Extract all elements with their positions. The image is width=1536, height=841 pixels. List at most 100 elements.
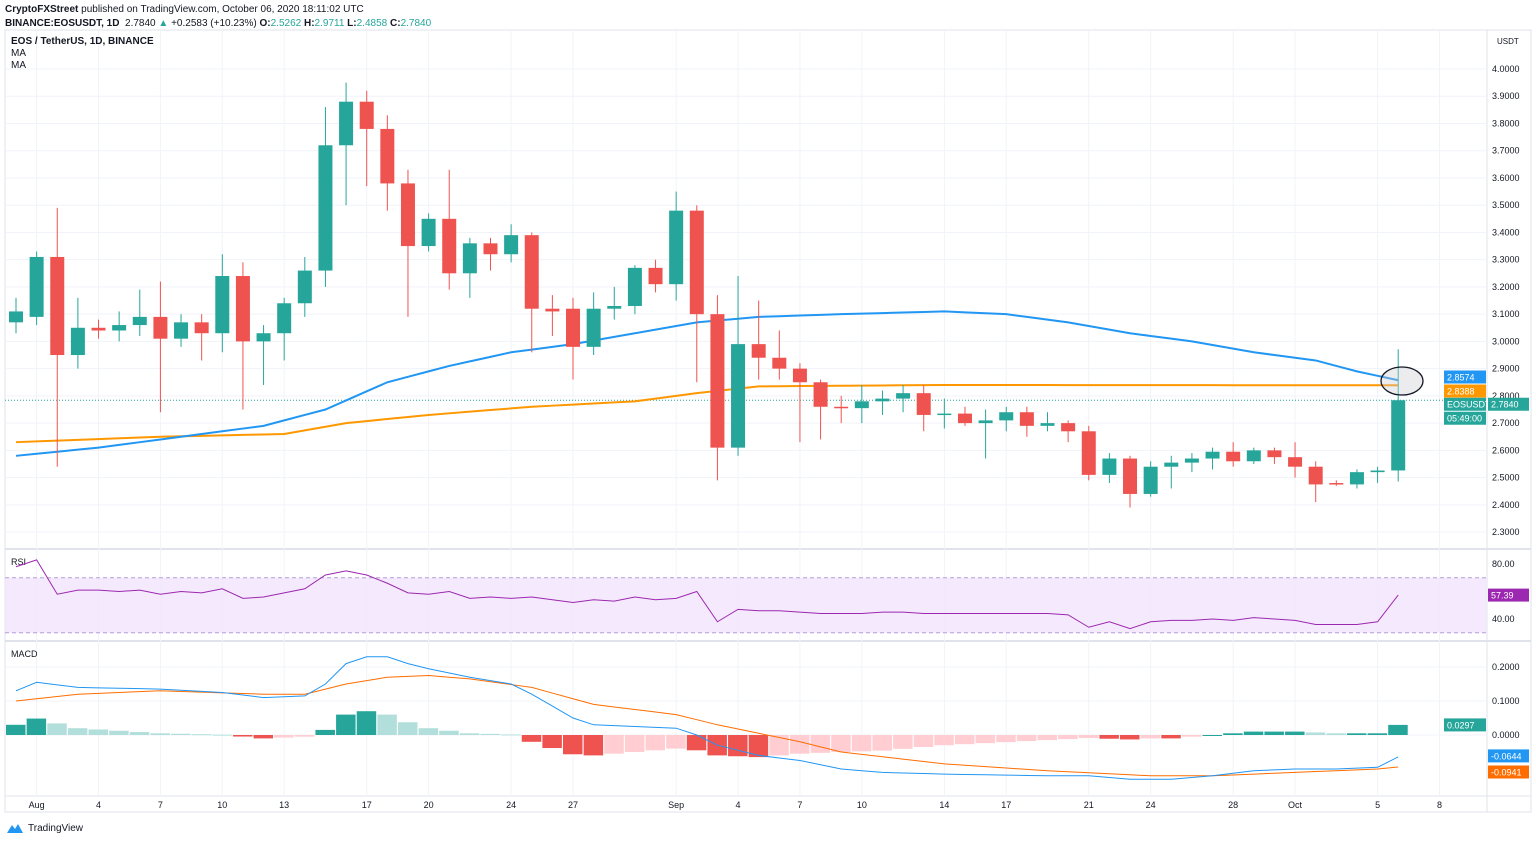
- candle: [896, 384, 911, 413]
- candle-body: [792, 368, 807, 383]
- countdown-label-text: 05:49:00: [1447, 414, 1482, 424]
- symbol-line: BINANCE:EOSUSDT, 1D: [5, 18, 120, 29]
- price-change: +0.2583 (+10.23%): [171, 18, 257, 29]
- candle-body: [937, 413, 952, 416]
- date-tick-label: 7: [158, 800, 163, 810]
- rsi-value-label-bg: [1488, 588, 1529, 602]
- price-tick-label: 2.3000: [1492, 527, 1520, 537]
- price-tick-label: 2.9000: [1492, 364, 1520, 374]
- candle-body: [112, 325, 127, 331]
- candle: [380, 115, 395, 211]
- candles: [9, 82, 1406, 508]
- legend-ma-slow[interactable]: MA: [11, 60, 26, 71]
- candle-body: [524, 235, 539, 309]
- candle-body: [1246, 450, 1261, 462]
- close-value: 2.7840: [400, 18, 432, 29]
- countdown-label-bg: [1444, 411, 1486, 425]
- macd-histogram-bar: [1161, 735, 1181, 739]
- price-tick-label: 3.7000: [1492, 146, 1520, 156]
- candle: [1246, 447, 1261, 464]
- candle-body: [586, 308, 601, 347]
- candle-body: [1040, 423, 1055, 426]
- published-text: published on TradingView.com, October 06…: [81, 4, 364, 15]
- candle: [504, 224, 519, 263]
- candle: [978, 409, 993, 459]
- publisher: CryptoFXStreet: [5, 4, 79, 15]
- macd-tick-label: 0.0000: [1492, 730, 1520, 740]
- candle: [215, 254, 230, 353]
- candle-body: [896, 393, 911, 399]
- date-tick-label: 27: [568, 800, 578, 810]
- date-tick-label: 8: [1437, 800, 1442, 810]
- candle: [916, 384, 931, 432]
- macd-histogram-label-bg: [1444, 718, 1486, 732]
- candle-body: [1226, 451, 1241, 462]
- candle-body: [9, 311, 23, 323]
- macd-signal-value-label: -0.0941: [1488, 765, 1529, 779]
- candle: [999, 406, 1014, 432]
- candle-body: [731, 344, 746, 448]
- candle-body: [442, 218, 457, 274]
- candle-body: [854, 401, 869, 409]
- macd-histogram-bar: [294, 735, 315, 737]
- candle-body: [1019, 412, 1034, 426]
- macd-histogram-bar: [315, 729, 335, 735]
- macd-histogram-bar: [1223, 733, 1243, 735]
- candle-body: [1391, 400, 1406, 471]
- tradingview-logo[interactable]: TradingView: [6, 822, 83, 834]
- candle-body: [400, 183, 415, 247]
- candle-body: [957, 413, 972, 424]
- legend-ma-fast[interactable]: MA: [11, 48, 26, 59]
- macd-histogram-bar: [47, 723, 67, 735]
- candle-body: [751, 344, 766, 358]
- high-label: H:: [303, 18, 315, 29]
- candle-body: [50, 256, 65, 356]
- macd-histogram-bar: [1285, 731, 1305, 735]
- macd-histogram-bar: [686, 735, 707, 751]
- candle: [256, 325, 271, 385]
- candle-body: [1081, 431, 1096, 475]
- candle: [710, 295, 725, 481]
- candle-body: [1184, 458, 1199, 463]
- price-tick-label: 3.8000: [1492, 118, 1520, 128]
- macd-histogram-bar: [191, 734, 212, 736]
- macd-histogram: [6, 711, 1408, 758]
- legend-title[interactable]: EOS / TetherUS, 1D, BINANCE: [11, 36, 154, 47]
- candle: [421, 213, 436, 252]
- macd-histogram-bar: [748, 735, 769, 758]
- candle: [1391, 349, 1406, 482]
- date-tick-label: 10: [857, 800, 867, 810]
- candle: [1329, 480, 1344, 486]
- candle-body: [1267, 450, 1282, 458]
- date-tick-label: 28: [1228, 800, 1238, 810]
- macd-histogram-bar: [975, 735, 996, 744]
- candle-body: [689, 210, 704, 315]
- candle: [1370, 466, 1385, 484]
- rsi-tick-label: 80.00: [1492, 559, 1515, 569]
- candle-body: [627, 267, 642, 306]
- macd-title: MACD: [11, 649, 38, 659]
- macd-histogram-bar: [1305, 732, 1326, 735]
- macd-histogram-bar: [583, 735, 604, 756]
- ma-fast-price-label-bg: [1444, 370, 1486, 384]
- macd-histogram-bar: [728, 735, 748, 757]
- candle: [1061, 420, 1076, 443]
- footer-brand: TradingView: [28, 822, 84, 834]
- price-tick-label: 3.1000: [1492, 309, 1520, 319]
- candle: [235, 262, 250, 410]
- macd-histogram-bar: [996, 735, 1016, 743]
- price-tick-label: 3.6000: [1492, 173, 1520, 183]
- date-tick-label: 4: [96, 800, 101, 810]
- candle: [1143, 461, 1158, 497]
- candle: [937, 398, 952, 429]
- candle-body: [1329, 483, 1344, 485]
- date-tick-label: 5: [1375, 800, 1380, 810]
- candle-body: [70, 327, 85, 356]
- macd-histogram-bar: [1243, 731, 1264, 735]
- macd-histogram-bar: [563, 735, 583, 755]
- candle: [339, 82, 354, 206]
- candle: [957, 406, 972, 426]
- macd-histogram-bar: [1326, 733, 1346, 735]
- macd-histogram-bar: [1181, 735, 1202, 737]
